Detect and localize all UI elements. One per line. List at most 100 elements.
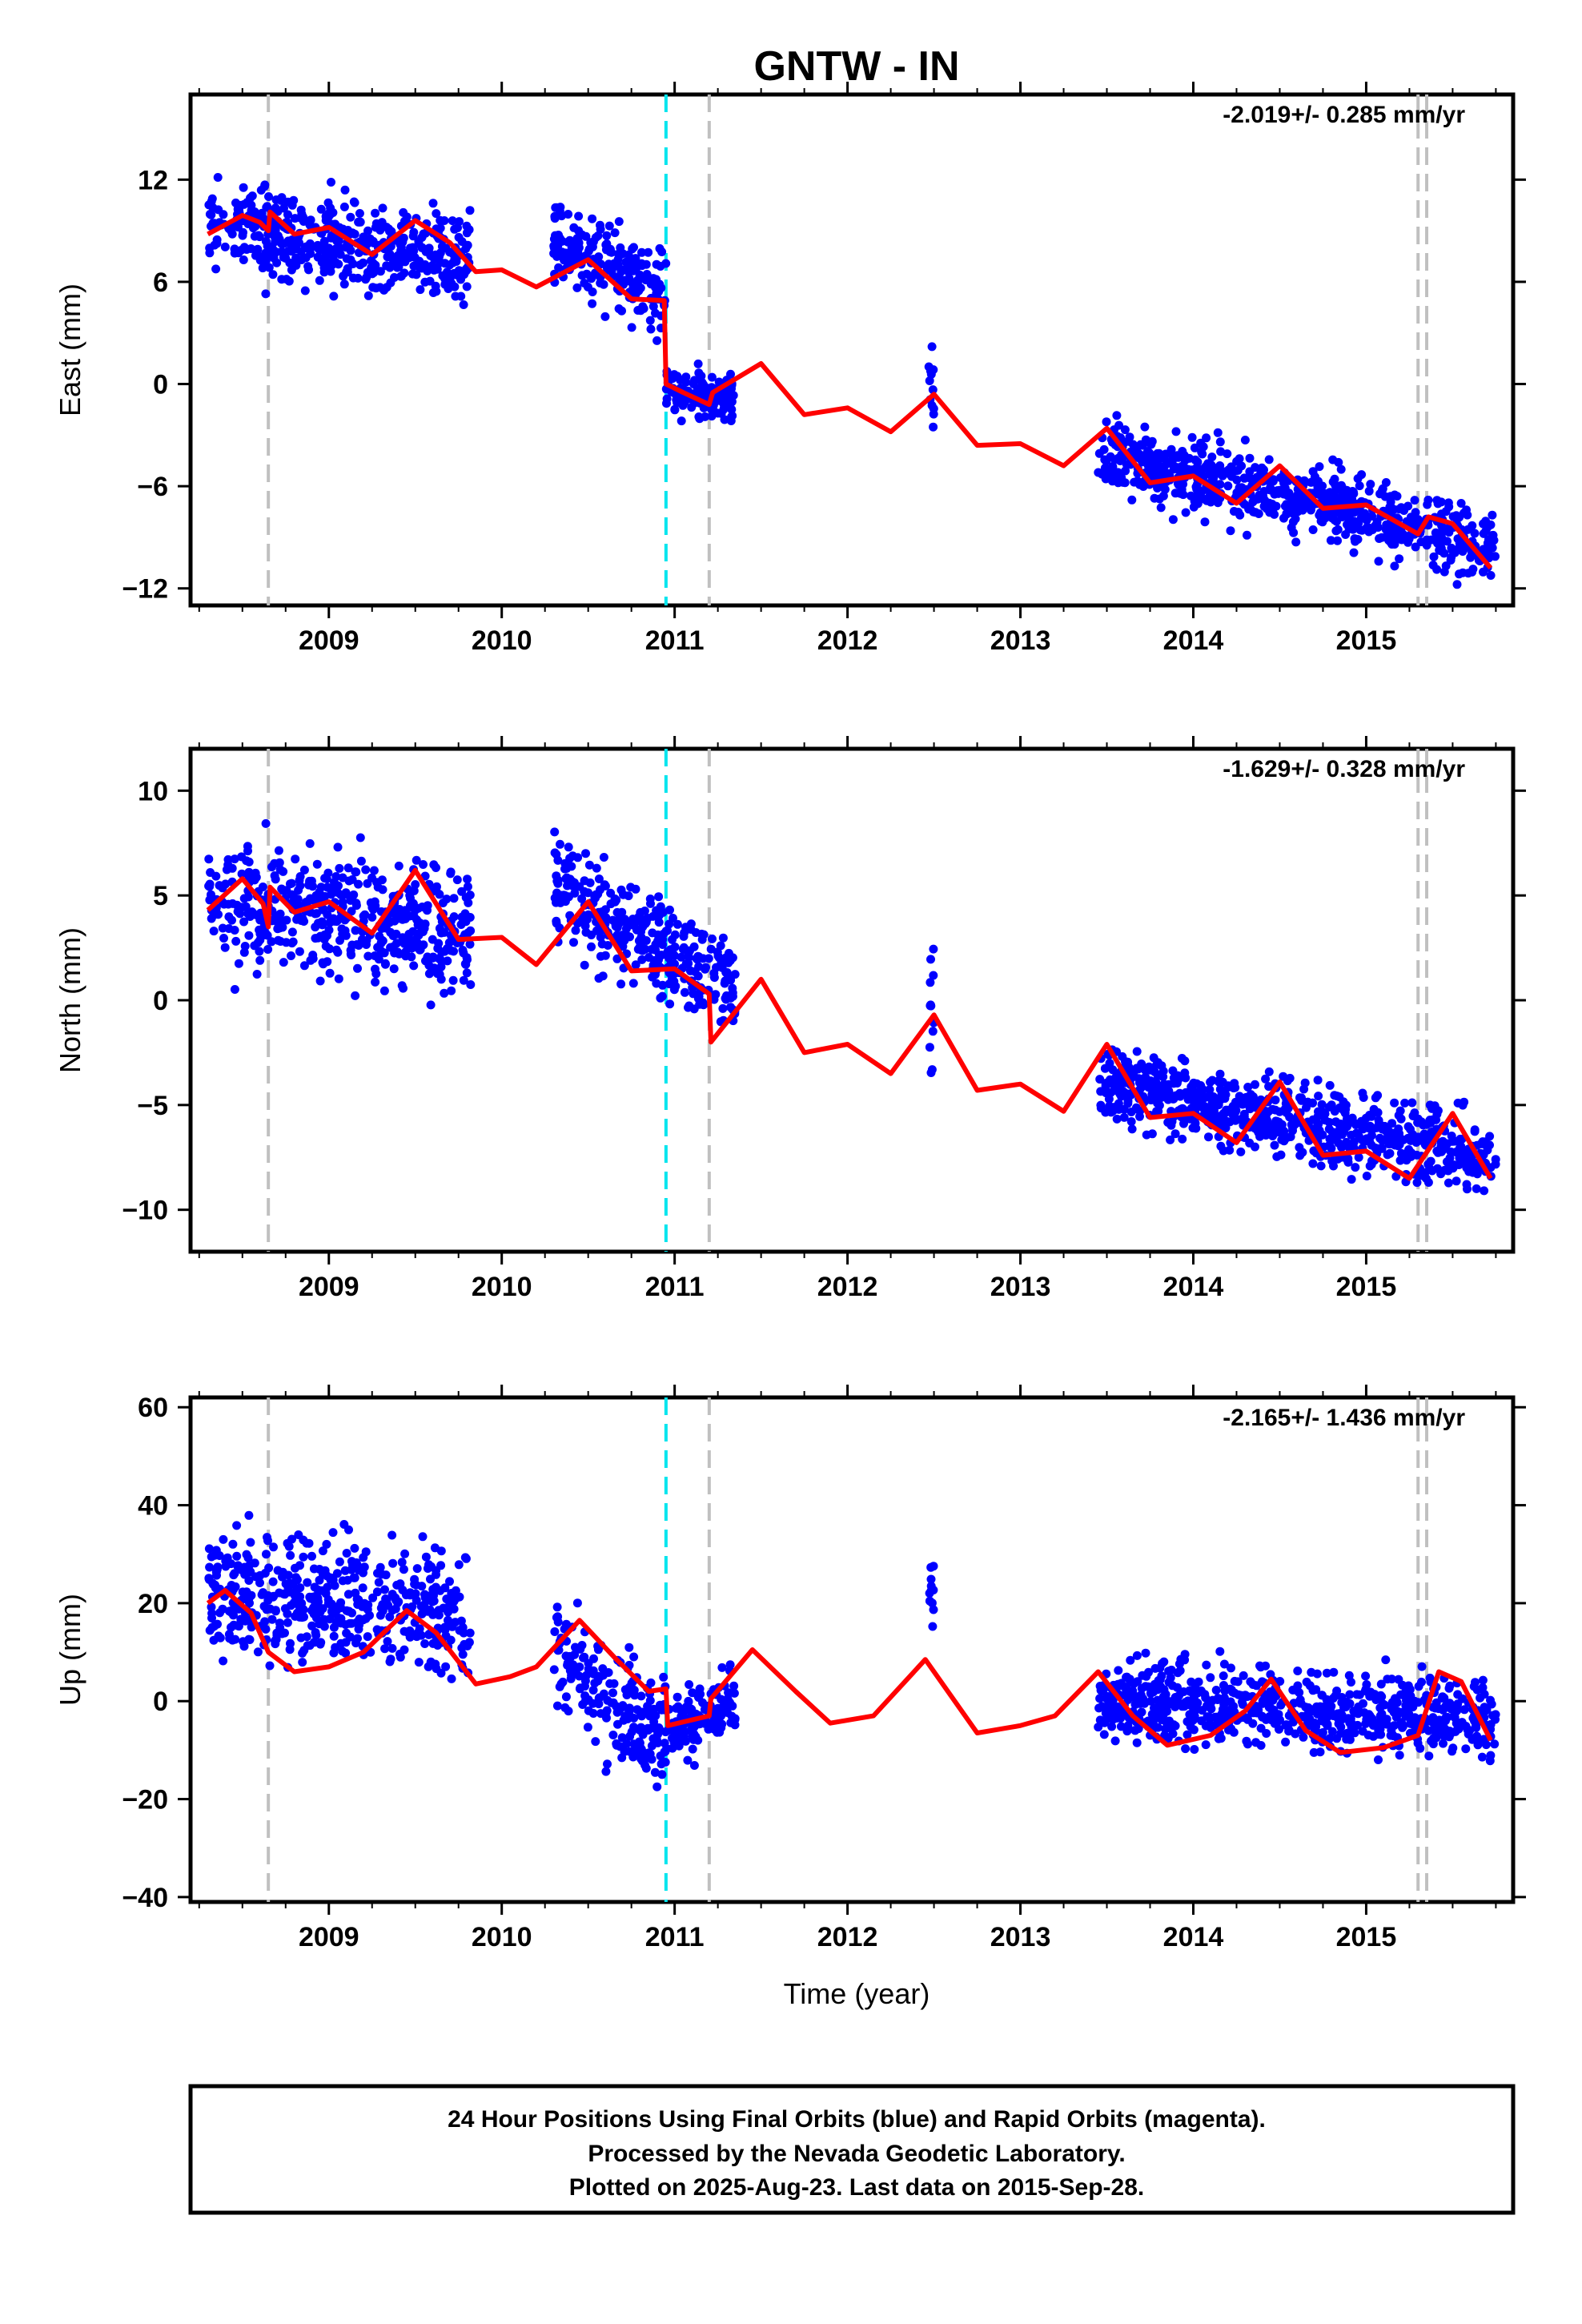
north-data-point	[423, 901, 432, 911]
up-data-point	[1132, 1738, 1142, 1747]
north-data-point	[653, 936, 663, 946]
north-data-point	[1452, 1176, 1461, 1186]
east-data-point	[1259, 487, 1269, 496]
up-data-point	[397, 1558, 407, 1567]
north-data-point	[636, 938, 646, 947]
east-x-tick-label: 2015	[1336, 625, 1397, 656]
up-data-point	[325, 1614, 335, 1624]
east-data-point	[614, 304, 624, 313]
north-data-point	[1172, 1079, 1182, 1088]
up-data-point	[1239, 1671, 1248, 1680]
north-data-point	[1317, 1100, 1327, 1109]
east-data-point	[1487, 536, 1496, 545]
north-data-point	[239, 894, 249, 903]
up-data-point	[318, 1546, 327, 1556]
up-data-point	[659, 1672, 669, 1682]
east-data-point	[1270, 509, 1279, 519]
north-data-point	[1343, 1155, 1351, 1164]
east-data-point	[250, 231, 259, 241]
east-data-point	[268, 270, 278, 279]
east-data-point	[1174, 452, 1183, 462]
north-data-point	[244, 931, 254, 940]
up-data-point	[433, 1607, 443, 1617]
north-data-point	[253, 911, 263, 919]
east-y-axis-label: East (mm)	[54, 283, 86, 416]
up-data-point	[459, 1628, 468, 1638]
north-data-point	[230, 926, 239, 935]
east-data-point	[621, 257, 631, 267]
east-data-point	[636, 283, 645, 293]
up-data-point	[1417, 1662, 1427, 1671]
up-data-point	[1157, 1707, 1166, 1715]
east-data-point	[637, 261, 647, 271]
north-data-point	[680, 987, 689, 997]
up-data-point	[291, 1573, 301, 1582]
north-data-point	[1275, 1107, 1284, 1116]
north-data-point	[1200, 1106, 1210, 1115]
up-data-point	[381, 1594, 391, 1603]
east-data-point	[1319, 489, 1328, 499]
north-data-point	[654, 892, 664, 902]
north-data-point	[716, 941, 725, 951]
north-data-point	[1479, 1150, 1488, 1160]
east-data-point	[618, 249, 628, 259]
east-data-point	[639, 304, 648, 313]
north-data-point	[1470, 1125, 1480, 1135]
up-data-point	[1264, 1701, 1274, 1711]
north-data-point	[721, 953, 731, 963]
up-data-point	[298, 1648, 307, 1658]
north-data-point	[612, 954, 622, 963]
north-data-point	[694, 962, 704, 971]
east-data-point	[1326, 498, 1335, 507]
east-data-point	[1326, 536, 1335, 545]
east-data-point	[605, 247, 615, 256]
north-data-point	[1339, 1097, 1348, 1107]
east-data-point	[1288, 501, 1298, 511]
up-data-point	[696, 1690, 705, 1699]
up-data-point	[1165, 1697, 1174, 1707]
east-data-point	[396, 271, 406, 281]
north-data-point	[666, 945, 676, 955]
up-data-point	[1186, 1722, 1195, 1731]
up-data-point	[1382, 1715, 1391, 1724]
up-data-point	[620, 1747, 629, 1756]
north-data-point	[1170, 1129, 1180, 1139]
east-data-point	[1466, 553, 1476, 562]
north-data-point	[399, 911, 408, 921]
up-data-point	[338, 1576, 347, 1586]
east-data-point	[261, 289, 271, 299]
east-data-point	[319, 267, 329, 277]
north-data-point	[616, 979, 626, 989]
north-data-point	[1191, 1124, 1201, 1133]
north-data-point	[1362, 1172, 1371, 1180]
north-data-point	[1357, 1136, 1367, 1144]
east-data-point	[551, 244, 560, 254]
up-data-point	[255, 1570, 265, 1580]
north-data-point	[597, 939, 607, 949]
north-data-point	[301, 897, 311, 907]
north-data-point	[1318, 1107, 1327, 1116]
north-x-tick-label: 2009	[299, 1272, 359, 1302]
north-data-point	[438, 899, 448, 907]
up-data-point	[1164, 1721, 1174, 1731]
up-data-point	[629, 1713, 639, 1723]
up-data-point	[392, 1580, 402, 1590]
north-data-point	[1216, 1095, 1225, 1104]
north-data-point	[359, 911, 368, 921]
up-data-point	[335, 1557, 344, 1566]
up-data-point	[1461, 1744, 1471, 1754]
east-data-point	[1306, 505, 1315, 515]
north-data-point	[255, 955, 265, 965]
north-data-point	[324, 925, 334, 935]
north-data-point	[592, 926, 601, 935]
up-data-point	[375, 1562, 385, 1572]
up-data-point	[385, 1612, 395, 1622]
east-data-point	[726, 369, 735, 379]
up-data-point	[1099, 1730, 1109, 1739]
east-data-point	[1429, 552, 1439, 561]
north-data-point	[1448, 1164, 1458, 1173]
up-data-point	[344, 1606, 354, 1616]
north-data-point	[581, 927, 591, 937]
up-data-point	[549, 1665, 559, 1675]
up-data-point	[253, 1647, 263, 1657]
